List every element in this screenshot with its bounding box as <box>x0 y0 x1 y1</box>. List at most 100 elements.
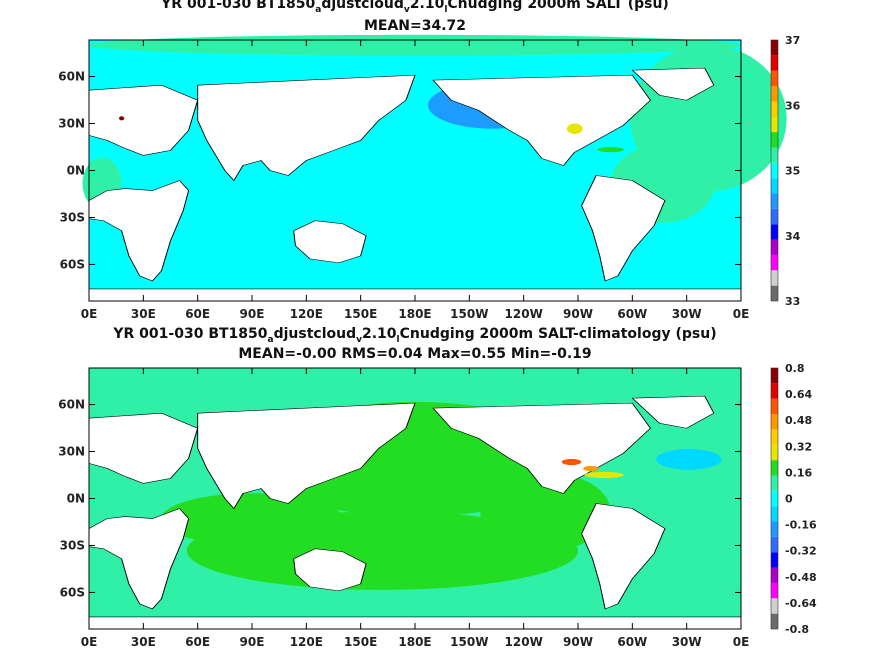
colorbar-swatch <box>771 567 778 583</box>
x-tick-label: 120E <box>290 635 323 649</box>
colorbar-tick-label: 33 <box>785 295 800 308</box>
colorbar-swatch <box>771 490 778 507</box>
panel2-map: 0E 30E 60E 90E 120E 150E 180E 150W 120W 90W 60W 30W… <box>58 362 817 649</box>
panel2-subtitle: MEAN=-0.00 RMS=0.04 Max=0.55 Min=-0.19 <box>238 346 592 362</box>
panel2-title: YR 001-030 BT1850adjustcloudv2.10lCnudgi… <box>113 326 717 345</box>
colorbar-swatch <box>771 86 778 102</box>
colorbar-tick-label: 37 <box>785 34 800 47</box>
x-tick-label: 150W <box>450 635 488 649</box>
colorbar-swatch <box>771 101 778 117</box>
x-tick-label: 180E <box>398 635 431 649</box>
anomaly-patch <box>584 471 624 479</box>
colorbar-tick-label: -0.8 <box>785 623 809 636</box>
colorbar-swatch <box>771 368 778 384</box>
colorbar-tick-label: 0.16 <box>785 466 812 479</box>
anomaly-patch <box>480 472 611 551</box>
colorbar-swatch <box>771 582 778 599</box>
x-tick-label: 60W <box>617 307 647 321</box>
anomaly-patch <box>118 116 125 121</box>
anomaly-patch <box>597 147 624 153</box>
colorbar-swatch <box>771 414 778 430</box>
x-tick-label: 120W <box>505 307 543 321</box>
colorbar-swatch <box>771 613 778 629</box>
x-tick-label: 90W <box>563 307 593 321</box>
colorbar-swatch <box>771 55 778 71</box>
y-tick-label: 0N <box>67 164 85 178</box>
colorbar-swatch <box>771 536 778 553</box>
x-tick-label: 180E <box>398 307 431 321</box>
colorbar-swatch <box>771 285 778 301</box>
anomaly-patch <box>583 465 599 472</box>
colorbar-swatch <box>771 178 778 194</box>
panel1-subtitle: MEAN=34.72 <box>363 18 467 34</box>
colorbar-frame <box>770 39 779 302</box>
x-tick-label: 30W <box>672 635 702 649</box>
y-tick-label: 30S <box>60 538 85 552</box>
y-tick-label: 60N <box>58 398 85 412</box>
colorbar-swatch <box>771 521 778 537</box>
x-tick-label: 120W <box>505 635 543 649</box>
anomaly-patch <box>160 493 344 546</box>
x-tick-label: 0E <box>81 635 98 649</box>
x-tick-label: 30W <box>672 307 702 321</box>
x-tick-label: 150E <box>344 307 377 321</box>
colorbar-tick-label: -0.64 <box>785 597 817 610</box>
x-tick-label: 90E <box>240 307 265 321</box>
colorbar-swatch <box>771 552 778 568</box>
colorbar-swatch <box>771 475 778 491</box>
colorbar-tick-label: -0.16 <box>785 519 817 532</box>
x-tick-label: 150W <box>450 307 488 321</box>
continents <box>88 395 742 630</box>
anomaly-patch <box>566 123 583 134</box>
colorbar-swatch <box>771 132 778 148</box>
continents <box>88 67 742 302</box>
colorbar-tick-label: -0.32 <box>785 545 817 558</box>
colorbar-swatch <box>771 162 778 179</box>
colorbar-swatch <box>771 224 778 240</box>
colorbar-tick-label: -0.48 <box>785 571 817 584</box>
y-tick-label: 0N <box>67 492 85 506</box>
y-tick-label: 60N <box>58 70 85 84</box>
colorbar-swatch <box>771 429 778 445</box>
panel1-title: YR 001-030 BT1850adjustcloudv2.10lCnudgi… <box>161 0 669 15</box>
x-tick-label: 150E <box>344 635 377 649</box>
x-tick-label: 90E <box>240 635 265 649</box>
colorbar-swatch <box>771 40 778 56</box>
colorbar-swatch <box>771 208 778 225</box>
x-tick-label: 0E <box>81 307 98 321</box>
anomaly-patch <box>656 448 722 470</box>
colorbar-tick-label: 0.64 <box>785 388 812 401</box>
colorbar-swatch <box>771 254 778 271</box>
x-tick-label: 0E <box>733 307 750 321</box>
colorbar-tick-label: 0 <box>785 493 793 506</box>
colorbar-swatch <box>771 506 778 522</box>
colorbar-swatch <box>771 147 778 163</box>
x-tick-label: 120E <box>290 307 323 321</box>
colorbar-frame <box>770 367 779 630</box>
colorbar-swatch <box>771 239 778 255</box>
colorbar-tick-label: 0.48 <box>785 414 812 427</box>
panel1-map: 0E 30E 60E 90E 120E 150E 180E 150W 120W 90W 60W 30W… <box>58 34 800 321</box>
x-tick-label: 60E <box>185 635 210 649</box>
x-tick-label: 90W <box>563 635 593 649</box>
colorbar-swatch <box>771 193 778 209</box>
colorbar-tick-label: 0.8 <box>785 362 805 375</box>
x-tick-label: 30E <box>131 307 156 321</box>
colorbar-swatch <box>771 270 778 286</box>
anomaly-patch <box>561 458 582 466</box>
colorbar-tick-label: 34 <box>785 230 801 243</box>
colorbar-swatch <box>771 116 778 133</box>
x-tick-label: 30E <box>131 635 156 649</box>
x-tick-label: 60E <box>185 307 210 321</box>
x-tick-label: 0E <box>733 635 750 649</box>
colorbar-swatch <box>771 398 778 415</box>
colorbar-swatch <box>771 383 778 399</box>
colorbar-tick-label: 35 <box>785 165 800 178</box>
y-tick-label: 30N <box>58 445 85 459</box>
colorbar-tick-label: 0.32 <box>785 440 812 453</box>
y-tick-label: 30N <box>58 117 85 131</box>
colorbar-tick-label: 36 <box>785 99 801 112</box>
colorbar-swatch <box>771 70 778 87</box>
y-tick-label: 60S <box>60 585 85 599</box>
